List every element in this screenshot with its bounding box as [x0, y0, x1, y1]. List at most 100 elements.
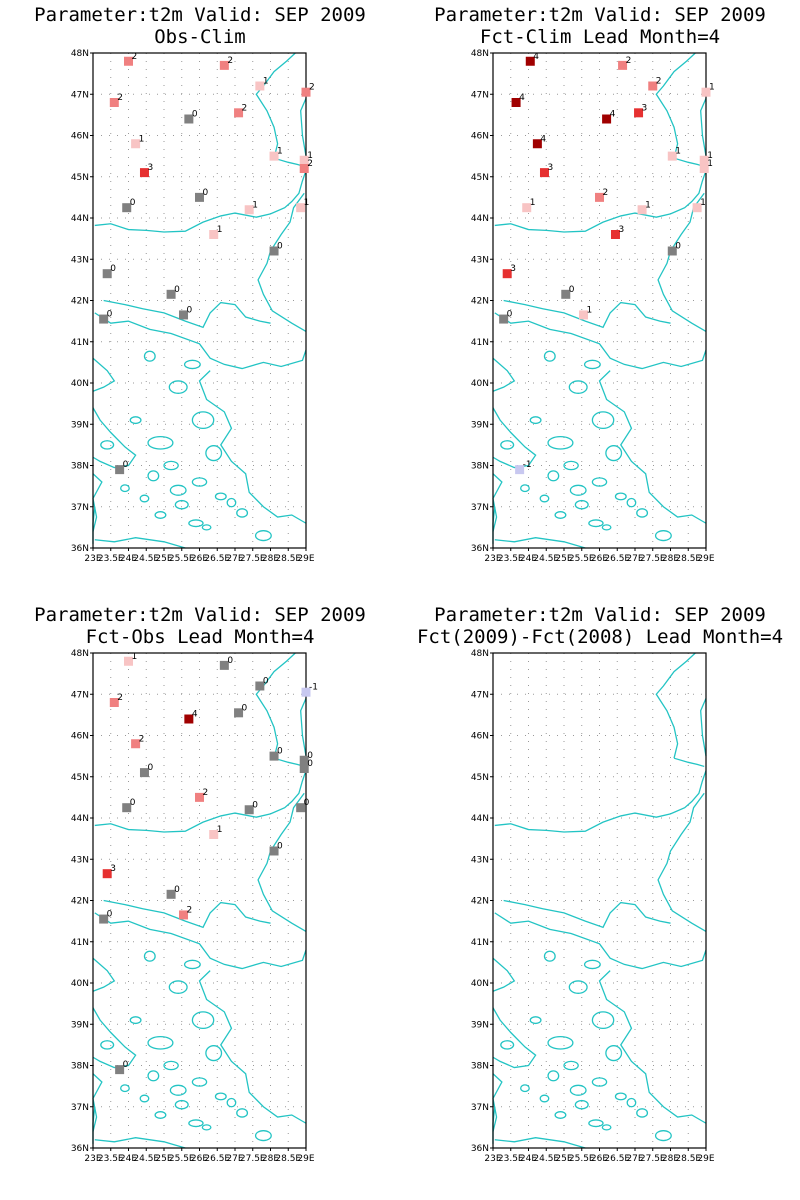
station-marker	[301, 87, 311, 97]
station-value-label: 0	[192, 110, 198, 120]
lon-tick-label: 26.5E	[204, 554, 230, 564]
station-marker	[637, 205, 647, 215]
coastline	[92, 1007, 137, 1069]
lon-tick-label: 28.5E	[675, 554, 701, 564]
lon-tick-label: 27.5E	[640, 1154, 666, 1164]
station-marker	[299, 764, 309, 773]
lon-tick-label: 28.5E	[275, 1154, 301, 1164]
island	[568, 980, 588, 994]
island	[174, 1099, 189, 1110]
island	[614, 492, 627, 501]
lat-tick-label: 36N	[71, 1144, 89, 1154]
island	[654, 1130, 672, 1142]
station-marker	[502, 269, 512, 279]
station-value-label: 0	[263, 677, 269, 687]
island	[591, 411, 615, 430]
lat-tick-label: 37N	[71, 1103, 89, 1113]
island	[147, 470, 160, 482]
lon-tick-label: 24E	[520, 1154, 537, 1164]
lon-tick-label: 27E	[626, 1154, 643, 1164]
island	[169, 484, 187, 496]
station-marker	[532, 139, 542, 149]
island	[201, 524, 212, 531]
coastline	[655, 52, 696, 159]
lat-tick-label: 39N	[471, 1020, 489, 1030]
station-value-label: 3	[147, 163, 153, 173]
island	[543, 350, 556, 362]
lat-tick-label: 40N	[71, 379, 89, 389]
station-value-label: 0	[675, 242, 681, 252]
lat-tick-label: 42N	[71, 297, 89, 307]
station-value-label: 2	[117, 693, 123, 703]
lat-tick-label: 39N	[471, 420, 489, 430]
panel-title: Parameter:t2m Valid: SEP 2009	[34, 4, 366, 26]
lon-tick-label: 29E	[297, 554, 314, 564]
station-value-label: 1	[304, 198, 310, 208]
coastline	[598, 370, 707, 524]
island	[236, 1108, 249, 1118]
island	[163, 460, 179, 471]
lat-tick-label: 42N	[71, 897, 89, 907]
station-marker	[195, 792, 204, 802]
lat-tick-label: 48N	[471, 649, 489, 659]
station-value-label: 2	[603, 188, 609, 198]
lon-tick-label: 23.5E	[98, 1154, 124, 1164]
island	[636, 1108, 649, 1118]
lon-tick-label: 27E	[226, 554, 243, 564]
coastline	[198, 370, 307, 524]
lat-tick-label: 46N	[71, 732, 89, 742]
lon-tick-label: 27E	[226, 1154, 243, 1164]
island	[569, 1084, 587, 1096]
station-value-label: 1	[217, 225, 223, 235]
station-marker	[179, 310, 189, 320]
station-marker	[99, 314, 109, 324]
lon-tick-label: 25E	[555, 554, 572, 564]
lat-tick-label: 44N	[71, 814, 89, 824]
lat-tick-label: 38N	[471, 462, 489, 472]
lon-tick-label: 26.5E	[604, 1154, 630, 1164]
lon-tick-label: 25.5E	[169, 554, 195, 564]
station-value-label: 0	[277, 842, 283, 852]
panel-subtitle: Fct-Obs Lead Month=4	[85, 626, 315, 648]
station-value-label: 2	[203, 788, 209, 798]
island	[529, 416, 542, 425]
island	[543, 950, 556, 962]
station-marker	[299, 155, 309, 165]
station-value-label: 4	[533, 52, 539, 62]
lat-tick-label: 43N	[71, 855, 89, 865]
lon-tick-label: 24E	[120, 554, 137, 564]
station-marker	[667, 151, 677, 161]
station-value-label: 0	[277, 242, 283, 252]
station-marker	[234, 708, 244, 718]
station-marker	[301, 687, 311, 697]
panel-fct-obs: Parameter:t2m Valid: SEP 2009 Fct-Obs Le…	[0, 600, 400, 1200]
island	[139, 1094, 150, 1103]
station-marker	[122, 803, 132, 813]
station-marker	[131, 139, 141, 149]
station-value-label: 0	[110, 264, 116, 274]
station-value-label: -1	[523, 460, 532, 470]
island	[188, 519, 204, 528]
island	[601, 1124, 612, 1131]
island	[601, 524, 612, 531]
station-marker	[499, 314, 509, 324]
coastline	[492, 957, 516, 992]
lon-tick-label: 27.5E	[240, 554, 266, 564]
coastline	[94, 537, 186, 549]
station-marker	[179, 910, 189, 920]
station-map: 36N 37N 38N 39N 40N 41N 42N 43N 44N 45N 46N 47N 48N 2…	[71, 649, 318, 1164]
island	[626, 497, 637, 508]
island	[605, 1045, 623, 1062]
station-value-label: 2	[309, 83, 315, 93]
lon-tick-label: 25.5E	[169, 1154, 195, 1164]
island	[183, 359, 201, 370]
station-marker	[595, 192, 604, 202]
station-marker	[515, 465, 525, 475]
station-value-label: 0	[130, 198, 136, 208]
island	[605, 445, 623, 462]
station-marker	[115, 465, 125, 475]
station-value-label: 0	[304, 798, 310, 808]
lon-tick-label: 28E	[262, 1154, 279, 1164]
lon-tick-label: 27E	[626, 554, 643, 564]
coastline	[273, 757, 305, 768]
